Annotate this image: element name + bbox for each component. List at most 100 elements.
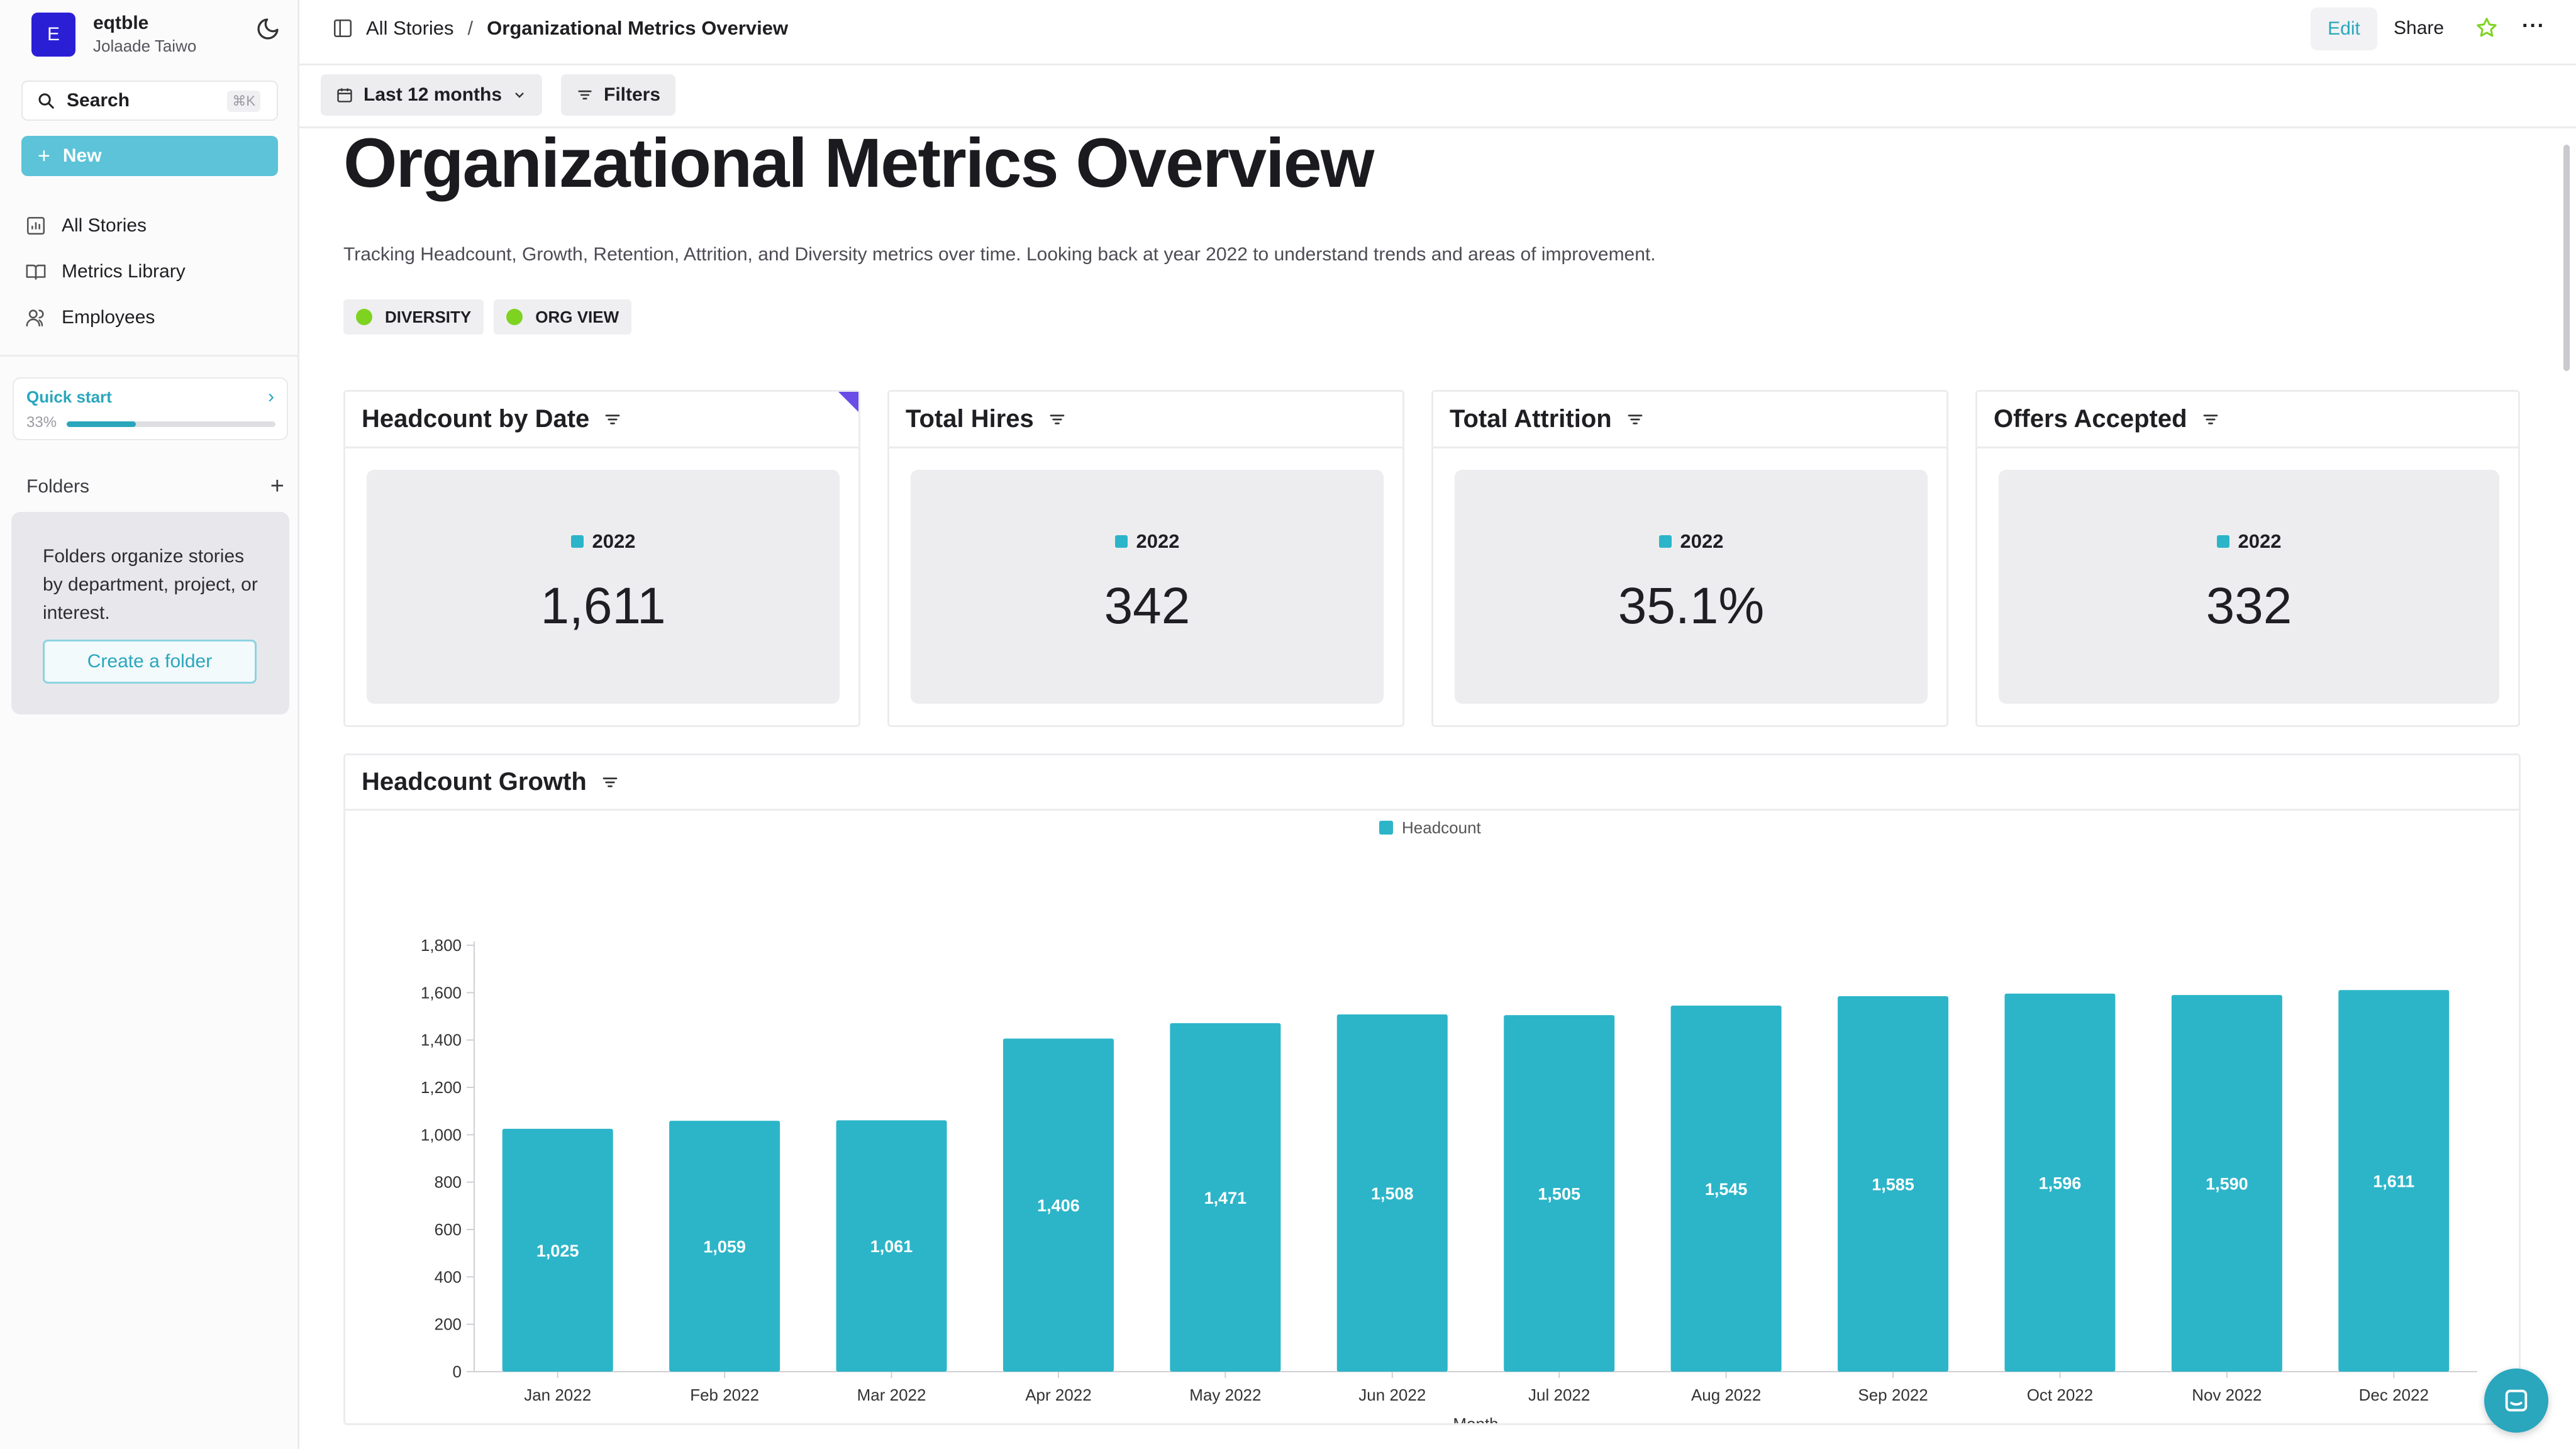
legend-swatch	[1658, 535, 1672, 548]
filters-button[interactable]: Filters	[561, 74, 676, 116]
y-tick-label: 1,400	[421, 1031, 462, 1050]
x-tick-label: Dec 2022	[2359, 1385, 2429, 1404]
more-options-icon[interactable]: ···	[2522, 14, 2545, 38]
bar-data-label: 1,508	[1371, 1184, 1414, 1203]
search-label: Search	[67, 90, 130, 111]
new-button[interactable]: + New	[21, 136, 278, 176]
top-bar: All Stories / Organizational Metrics Ove…	[299, 0, 2576, 65]
bar-data-label: 1,025	[536, 1241, 579, 1260]
y-tick-label: 800	[435, 1173, 462, 1192]
kpi-legend: 2022	[911, 530, 1384, 553]
new-button-label: New	[62, 145, 102, 166]
legend-swatch	[2216, 535, 2229, 548]
folders-empty-text: Folders organize stories by department, …	[43, 546, 258, 623]
kpi-legend: 2022	[367, 530, 840, 553]
filter-icon[interactable]	[1048, 410, 1067, 429]
y-tick-label: 1,600	[421, 983, 462, 1002]
breadcrumb-current: Organizational Metrics Overview	[487, 17, 789, 39]
bar-data-label: 1,611	[2373, 1172, 2414, 1191]
bar	[669, 1121, 780, 1372]
sidebar-item-label: Employees	[62, 306, 155, 328]
add-folder-icon[interactable]: +	[270, 473, 284, 499]
tag-dot-icon	[356, 309, 372, 325]
moon-icon[interactable]	[255, 16, 280, 42]
legend-swatch	[1114, 535, 1128, 548]
quick-start-progress-fill	[67, 421, 136, 427]
tag-dot-icon	[506, 309, 523, 325]
filter-icon[interactable]	[2201, 410, 2220, 429]
kpi-card-total-hires: Total Hires 2022 342	[887, 390, 1404, 727]
filter-icon[interactable]	[1626, 410, 1645, 429]
corner-marker	[838, 392, 858, 412]
sidebar-item-metrics-library[interactable]: Metrics Library	[25, 248, 277, 294]
workspace-switcher[interactable]: E eqtble Jolaade Taiwo	[31, 11, 270, 58]
chevron-down-icon	[515, 92, 524, 98]
chart-title: Headcount Growth	[362, 768, 587, 796]
tag-diversity[interactable]: DIVERSITY	[343, 299, 484, 335]
filters-label: Filters	[604, 84, 661, 105]
filter-icon[interactable]	[601, 773, 619, 792]
y-tick-label: 600	[435, 1220, 462, 1239]
quick-start-card[interactable]: Quick start › 33%	[13, 377, 288, 440]
x-tick-label: Aug 2022	[1691, 1385, 1761, 1404]
x-tick-label: Mar 2022	[857, 1385, 926, 1404]
chat-launcher-button[interactable]	[2484, 1368, 2548, 1433]
headcount-bar-chart: Headcount 0 200 400 600 800 1,000 1,200 1,400 1,6…	[421, 818, 2477, 1423]
kpi-body: 2022 332	[1999, 470, 2499, 704]
search-input[interactable]: Search ⌘K	[21, 80, 278, 121]
sidebar-toggle-icon[interactable]	[332, 18, 353, 39]
book-icon	[26, 264, 46, 280]
y-tick-label: 0	[453, 1362, 462, 1381]
chevron-right-icon: ›	[268, 386, 274, 407]
bar	[1002, 1038, 1114, 1372]
kpi-card-offers-accepted: Offers Accepted 2022 332	[1975, 390, 2520, 727]
kpi-title: Headcount by Date	[362, 405, 590, 433]
people-icon	[26, 309, 44, 326]
filter-icon	[578, 90, 592, 100]
tag-org-view[interactable]: ORG VIEW	[494, 299, 632, 335]
y-tick-label: 1,800	[421, 936, 462, 955]
bar	[2338, 990, 2450, 1372]
sidebar-item-employees[interactable]: Employees	[25, 294, 277, 340]
tag-label: DIVERSITY	[385, 307, 472, 326]
bar	[836, 1120, 947, 1372]
breadcrumb-root[interactable]: All Stories	[366, 17, 454, 39]
create-folder-button[interactable]: Create a folder	[43, 640, 257, 684]
x-tick-label: May 2022	[1189, 1385, 1261, 1404]
kpi-body: 2022 342	[911, 470, 1384, 704]
kpi-body: 2022 35.1%	[1455, 470, 1928, 704]
calendar-icon	[337, 88, 352, 103]
user-name: Jolaade Taiwo	[93, 36, 197, 55]
workspace-name: eqtble	[93, 13, 149, 33]
x-tick-label: Jan 2022	[524, 1385, 591, 1404]
x-tick-label: Apr 2022	[1025, 1385, 1092, 1404]
filter-bar: Last 12 months Filters	[299, 65, 2576, 128]
legend-swatch	[570, 535, 584, 548]
date-range-dropdown[interactable]: Last 12 months	[321, 74, 543, 116]
kpi-legend: 2022	[1455, 530, 1928, 553]
kpi-title: Total Hires	[906, 405, 1034, 433]
sidebar-item-all-stories[interactable]: All Stories	[25, 203, 277, 248]
bar	[502, 1128, 613, 1372]
legend-swatch	[1379, 821, 1393, 835]
bar	[1670, 1006, 1782, 1372]
star-icon[interactable]	[2475, 16, 2498, 39]
y-tick-label: 200	[435, 1315, 462, 1334]
page-title: Organizational Metrics Overview	[343, 125, 1374, 202]
filter-icon[interactable]	[603, 410, 622, 429]
legend-label: Headcount	[1402, 818, 1482, 837]
x-tick-label: Sep 2022	[1858, 1385, 1928, 1404]
sidebar-item-label: Metrics Library	[62, 260, 186, 282]
bar-data-label: 1,061	[870, 1237, 913, 1256]
scrollbar[interactable]	[2563, 145, 2570, 371]
kpi-value: 35.1%	[1618, 577, 1765, 635]
share-button[interactable]: Share	[2394, 18, 2445, 38]
chat-icon	[2505, 1389, 2528, 1412]
bar-data-label: 1,059	[703, 1238, 746, 1257]
bar	[2004, 993, 2116, 1372]
tag-label: ORG VIEW	[535, 307, 619, 326]
bar-data-label: 1,545	[1705, 1180, 1748, 1199]
kpi-title: Total Attrition	[1450, 405, 1612, 433]
folders-empty-state: Folders organize stories by department, …	[11, 512, 289, 714]
edit-button[interactable]: Edit	[2311, 8, 2377, 50]
